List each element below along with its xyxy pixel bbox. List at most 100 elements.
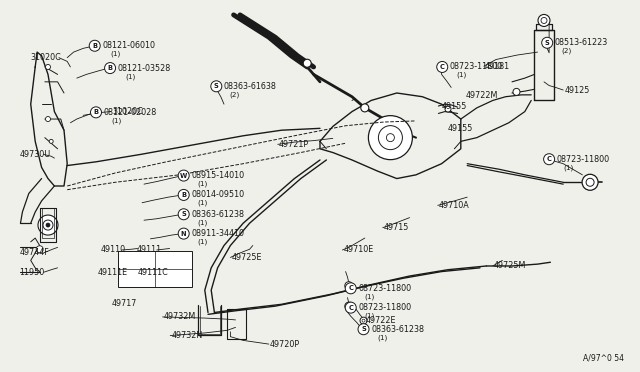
Circle shape <box>49 140 53 143</box>
Text: 31020C: 31020C <box>112 107 143 116</box>
Text: 31020C: 31020C <box>31 53 61 62</box>
Text: 49111: 49111 <box>136 246 161 254</box>
Circle shape <box>45 64 51 70</box>
Circle shape <box>43 220 53 230</box>
Text: S: S <box>181 211 186 217</box>
Text: B: B <box>181 192 186 198</box>
Text: (1): (1) <box>111 117 122 124</box>
Circle shape <box>104 62 116 74</box>
Text: S: S <box>545 40 550 46</box>
Text: 49710E: 49710E <box>344 246 374 254</box>
Circle shape <box>178 209 189 220</box>
Text: (1): (1) <box>365 293 375 300</box>
Circle shape <box>369 116 412 160</box>
Circle shape <box>303 59 311 67</box>
Text: (1): (1) <box>198 219 208 226</box>
Text: (1): (1) <box>378 334 388 341</box>
Text: 49181: 49181 <box>485 62 510 71</box>
Circle shape <box>345 302 353 310</box>
Text: 49721P: 49721P <box>279 140 309 149</box>
Text: 49111C: 49111C <box>138 268 168 277</box>
Text: 08363-61638: 08363-61638 <box>224 82 277 91</box>
Text: (1): (1) <box>365 312 375 319</box>
Text: C: C <box>348 285 353 291</box>
Text: 49710A: 49710A <box>439 201 470 210</box>
Text: 49725M: 49725M <box>494 262 527 270</box>
Text: 49720P: 49720P <box>270 340 300 349</box>
Circle shape <box>90 107 102 118</box>
Circle shape <box>543 154 555 165</box>
Text: 08723-11800: 08723-11800 <box>358 303 412 312</box>
Circle shape <box>513 89 520 95</box>
Text: (1): (1) <box>198 200 208 206</box>
Circle shape <box>211 81 222 92</box>
Circle shape <box>345 283 356 294</box>
Circle shape <box>36 246 43 253</box>
Circle shape <box>361 104 369 112</box>
Text: A/97^0 54: A/97^0 54 <box>583 354 624 363</box>
Text: 49715: 49715 <box>384 223 410 232</box>
Text: N: N <box>181 231 186 237</box>
Text: (1): (1) <box>198 180 208 187</box>
Text: 08121-02028: 08121-02028 <box>104 108 157 117</box>
Text: B: B <box>93 109 99 115</box>
Circle shape <box>541 37 553 48</box>
Text: 08915-14010: 08915-14010 <box>191 171 244 180</box>
Circle shape <box>46 223 50 227</box>
Circle shape <box>89 40 100 51</box>
FancyBboxPatch shape <box>118 251 192 287</box>
Circle shape <box>586 178 594 186</box>
Text: 49732N: 49732N <box>172 331 203 340</box>
Circle shape <box>358 324 369 335</box>
Text: 08121-06010: 08121-06010 <box>102 41 156 50</box>
Text: 49732M: 49732M <box>164 312 196 321</box>
Circle shape <box>178 170 189 181</box>
Circle shape <box>360 317 367 324</box>
Text: 08911-34410: 08911-34410 <box>191 229 244 238</box>
Text: 08014-09510: 08014-09510 <box>191 190 244 199</box>
Text: S: S <box>214 83 219 89</box>
Text: 49155: 49155 <box>448 124 474 133</box>
Text: (2): (2) <box>561 48 572 54</box>
Text: 08121-03528: 08121-03528 <box>118 64 171 73</box>
Circle shape <box>538 15 550 26</box>
Text: 08723-11800: 08723-11800 <box>557 155 610 164</box>
Text: B: B <box>92 43 97 49</box>
Text: 11950: 11950 <box>19 268 44 277</box>
Text: C: C <box>440 64 445 70</box>
Text: 08363-61238: 08363-61238 <box>371 325 424 334</box>
Text: 49110: 49110 <box>101 246 126 254</box>
Text: (1): (1) <box>125 73 136 80</box>
Circle shape <box>45 116 51 122</box>
Circle shape <box>436 61 448 73</box>
Text: 08513-61223: 08513-61223 <box>555 38 608 47</box>
Text: 49744F: 49744F <box>19 248 49 257</box>
Circle shape <box>445 106 451 112</box>
Circle shape <box>348 284 350 287</box>
Text: 49111E: 49111E <box>97 268 127 277</box>
Text: 49725E: 49725E <box>232 253 262 262</box>
Text: (1): (1) <box>198 238 208 245</box>
Text: 49155: 49155 <box>442 102 467 110</box>
Text: (1): (1) <box>563 164 573 171</box>
Circle shape <box>38 215 58 235</box>
Text: 49717: 49717 <box>112 299 138 308</box>
Text: (1): (1) <box>110 51 120 57</box>
Text: 08363-61238: 08363-61238 <box>191 210 244 219</box>
Text: 49722E: 49722E <box>366 316 397 325</box>
Circle shape <box>345 302 356 313</box>
Circle shape <box>178 189 189 201</box>
Text: B: B <box>108 65 113 71</box>
Text: (2): (2) <box>229 91 239 98</box>
Text: 08723-11800: 08723-11800 <box>450 62 503 71</box>
Circle shape <box>541 17 547 23</box>
Text: 49730U: 49730U <box>19 150 51 159</box>
Text: 49125: 49125 <box>564 86 590 94</box>
Text: 08723-11800: 08723-11800 <box>358 284 412 293</box>
Text: (1): (1) <box>456 72 467 78</box>
Circle shape <box>348 305 350 308</box>
Text: S: S <box>361 326 366 332</box>
Circle shape <box>178 228 189 239</box>
Text: 49722M: 49722M <box>466 92 499 100</box>
Text: C: C <box>348 305 353 311</box>
